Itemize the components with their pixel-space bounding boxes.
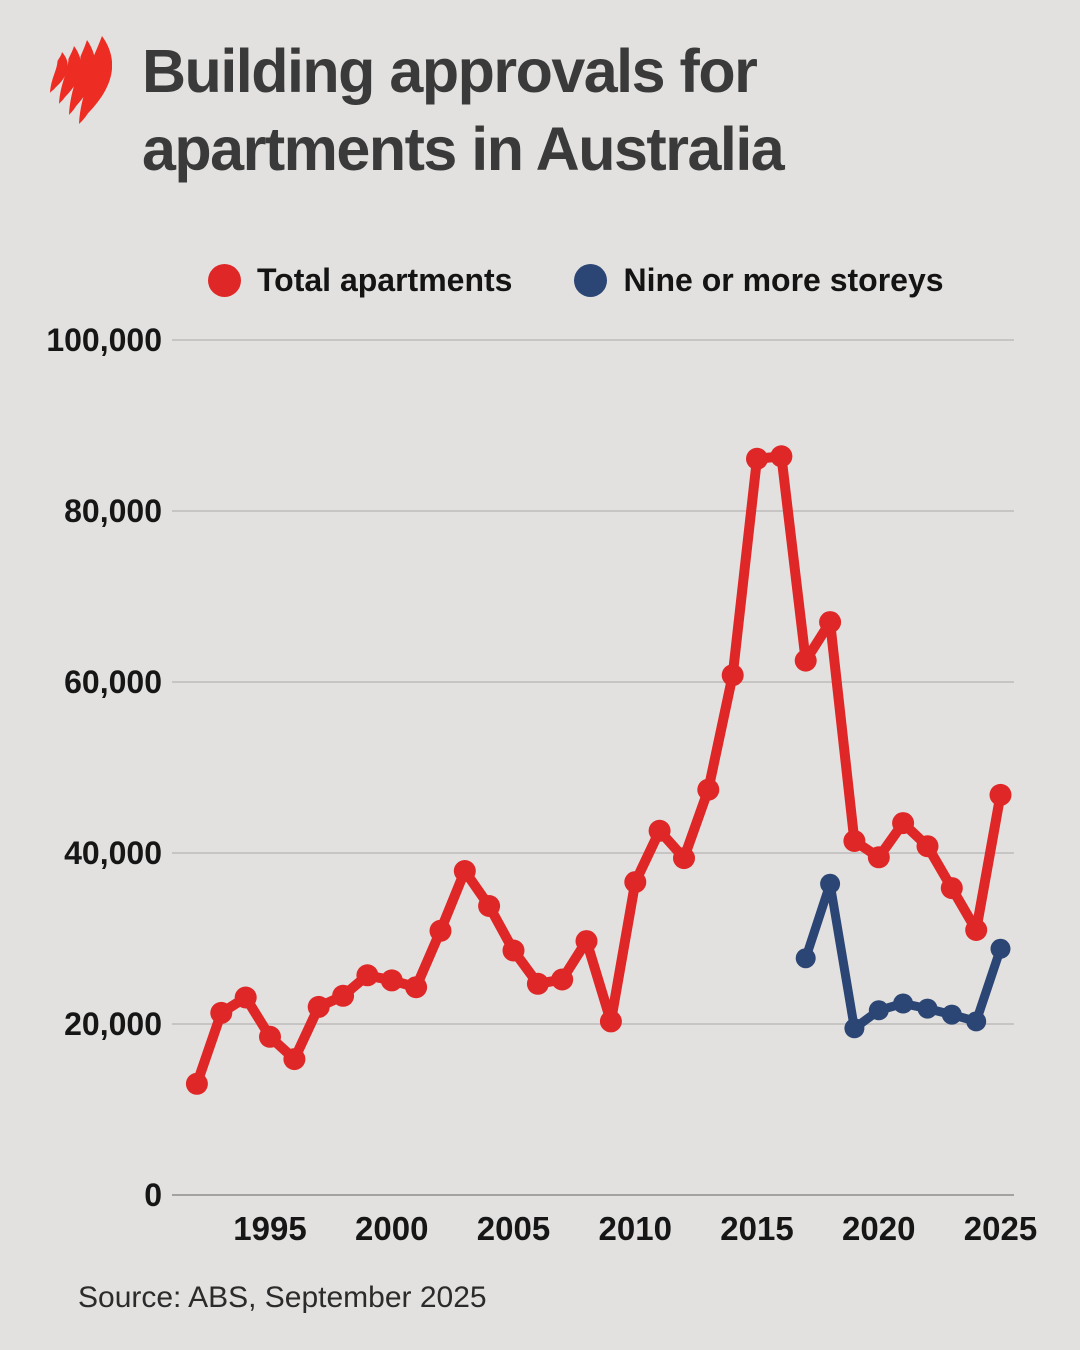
chart-legend: Total apartments Nine or more storeys — [208, 262, 944, 299]
y-tick-label: 0 — [144, 1177, 162, 1213]
page-title-line-2: apartments in Australia — [142, 115, 785, 183]
data-point-nine-or-more-storeys — [868, 1000, 889, 1021]
data-point-total-apartments — [892, 812, 915, 835]
data-point-nine-or-more-storeys — [966, 1011, 987, 1032]
y-tick-label: 100,000 — [46, 322, 162, 358]
data-point-nine-or-more-storeys — [820, 873, 841, 894]
data-point-total-apartments — [721, 664, 744, 687]
y-tick-label: 40,000 — [64, 835, 162, 871]
data-point-total-apartments — [551, 968, 574, 991]
page-title: Building approvals for apartments in Aus… — [142, 32, 785, 188]
data-point-total-apartments — [819, 611, 842, 634]
data-point-total-apartments — [259, 1025, 281, 1048]
logo-petal — [59, 46, 82, 104]
y-tick-label: 20,000 — [64, 1006, 162, 1042]
data-point-total-apartments — [599, 1010, 622, 1033]
data-point-total-apartments — [843, 830, 866, 852]
source-note: Source: ABS, September 2025 — [78, 1281, 487, 1314]
data-point-total-apartments — [624, 871, 647, 894]
data-point-total-apartments — [307, 995, 330, 1018]
logo-petal — [69, 40, 96, 115]
data-point-total-apartments — [453, 860, 476, 882]
data-point-total-apartments — [989, 783, 1012, 806]
data-point-nine-or-more-storeys — [893, 993, 914, 1014]
x-tick-label: 1995 — [233, 1210, 306, 1247]
data-point-total-apartments — [380, 969, 403, 992]
data-point-total-apartments — [502, 939, 525, 962]
legend-dot-total-apartments — [208, 264, 241, 297]
data-point-total-apartments — [648, 819, 671, 842]
x-tick-label: 2010 — [599, 1210, 672, 1247]
data-point-total-apartments — [965, 919, 988, 941]
data-point-total-apartments — [405, 976, 428, 999]
data-point-nine-or-more-storeys — [844, 1018, 865, 1039]
data-point-total-apartments — [575, 930, 598, 953]
data-point-total-apartments — [210, 1001, 233, 1024]
x-tick-label: 2020 — [842, 1210, 915, 1247]
series-line-total-apartments — [191, 451, 1006, 1089]
legend-label-nine-storeys: Nine or more storeys — [623, 262, 944, 298]
legend-item-nine-storeys: Nine or more storeys — [574, 262, 944, 299]
data-point-total-apartments — [794, 649, 817, 672]
data-point-total-apartments — [867, 846, 890, 869]
legend-item-total-apartments: Total apartments — [208, 262, 512, 299]
sbs-logo-icon — [50, 36, 112, 124]
x-tick-label: 2015 — [720, 1210, 793, 1247]
data-point-total-apartments — [673, 847, 695, 870]
data-point-total-apartments — [283, 1048, 306, 1071]
x-tick-label: 2005 — [477, 1210, 550, 1247]
data-point-nine-or-more-storeys — [917, 998, 938, 1019]
y-tick-label: 80,000 — [64, 493, 162, 529]
x-tick-label: 2000 — [355, 1210, 428, 1247]
data-point-total-apartments — [697, 778, 720, 801]
data-point-nine-or-more-storeys — [990, 938, 1011, 959]
data-point-total-apartments — [746, 447, 768, 470]
data-point-total-apartments — [356, 964, 379, 987]
data-point-nine-or-more-storeys — [795, 948, 816, 969]
data-point-total-apartments — [916, 835, 939, 858]
page-title-line-1: Building approvals for — [142, 37, 758, 105]
x-tick-label: 2025 — [964, 1210, 1037, 1247]
data-point-total-apartments — [234, 986, 257, 1009]
logo-petal — [79, 36, 112, 124]
data-point-total-apartments — [332, 984, 355, 1007]
y-tick-label: 60,000 — [64, 664, 162, 700]
data-point-total-apartments — [940, 877, 963, 900]
legend-dot-nine-storeys — [574, 264, 608, 297]
logo-petal — [50, 52, 68, 93]
data-point-total-apartments — [526, 972, 549, 995]
legend-label-total-apartments: Total apartments — [257, 262, 513, 298]
data-point-nine-or-more-storeys — [941, 1004, 962, 1025]
data-point-total-apartments — [770, 445, 793, 468]
data-point-total-apartments — [429, 919, 452, 942]
data-point-total-apartments — [185, 1072, 208, 1095]
data-point-total-apartments — [478, 895, 501, 917]
